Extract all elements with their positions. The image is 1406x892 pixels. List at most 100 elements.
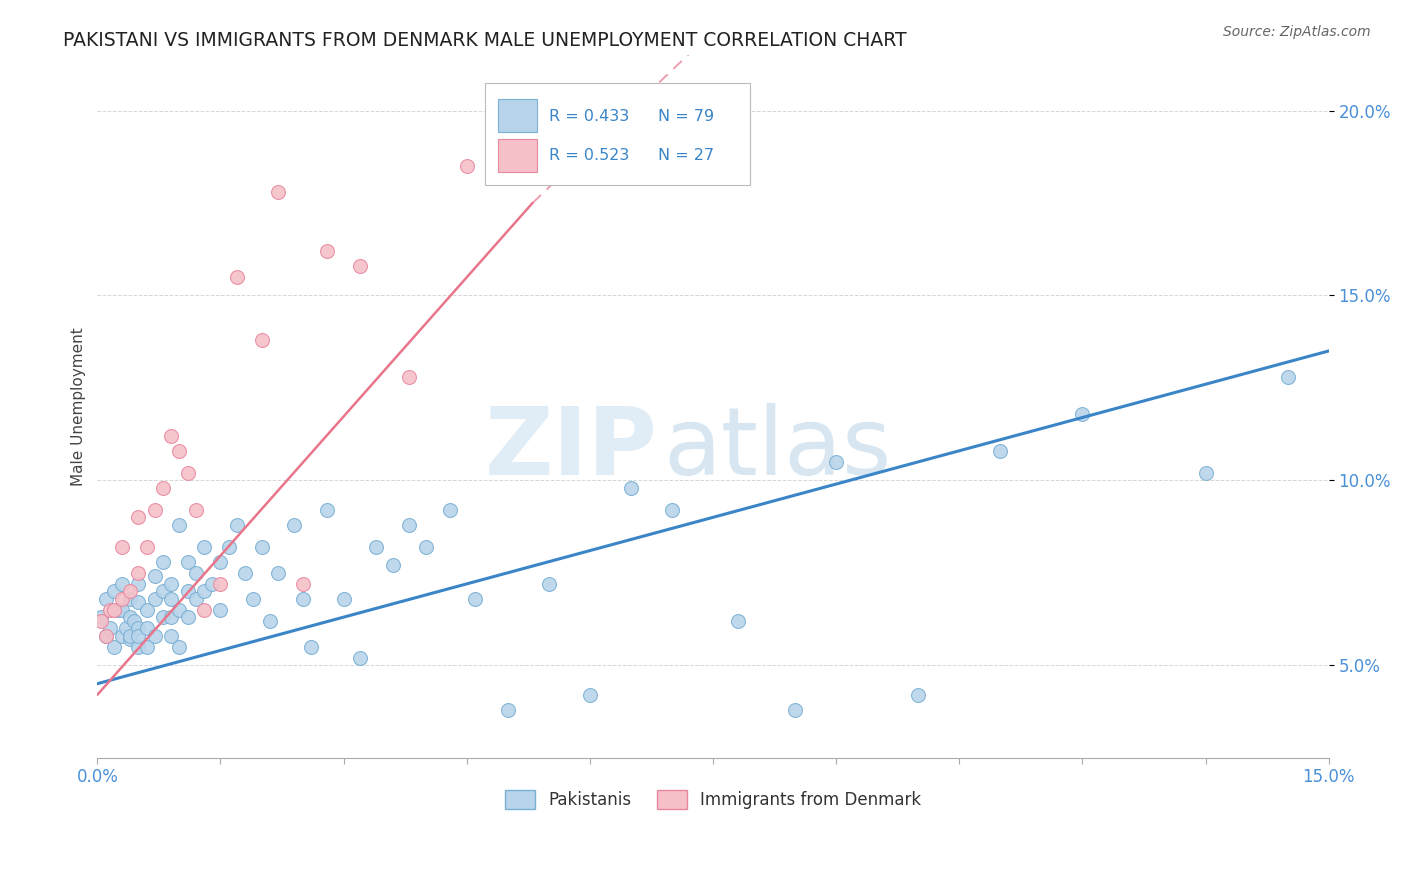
- Point: [135, 640, 157, 654]
- Point: [990, 443, 1012, 458]
- Point: [184, 566, 207, 580]
- Point: [115, 621, 138, 635]
- Point: [176, 610, 198, 624]
- Point: [201, 577, 224, 591]
- Point: [176, 555, 198, 569]
- Point: [111, 629, 134, 643]
- Point: [152, 555, 174, 569]
- Point: [111, 577, 134, 591]
- Point: [120, 584, 142, 599]
- Point: [579, 688, 602, 702]
- Point: [169, 517, 191, 532]
- Point: [250, 333, 273, 347]
- Point: [537, 577, 560, 591]
- Point: [218, 540, 240, 554]
- Point: [94, 629, 117, 643]
- Point: [98, 603, 121, 617]
- Point: [496, 702, 519, 716]
- Point: [124, 614, 146, 628]
- Point: [184, 591, 207, 606]
- Point: [152, 584, 174, 599]
- Legend: Pakistanis, Immigrants from Denmark: Pakistanis, Immigrants from Denmark: [499, 783, 928, 816]
- Point: [226, 517, 249, 532]
- Text: PAKISTANI VS IMMIGRANTS FROM DENMARK MALE UNEMPLOYMENT CORRELATION CHART: PAKISTANI VS IMMIGRANTS FROM DENMARK MAL…: [63, 31, 907, 50]
- Y-axis label: Male Unemployment: Male Unemployment: [72, 327, 86, 486]
- Point: [415, 540, 437, 554]
- Point: [1071, 407, 1094, 421]
- Point: [152, 481, 174, 495]
- FancyBboxPatch shape: [498, 99, 537, 132]
- Point: [143, 629, 166, 643]
- Point: [143, 569, 166, 583]
- Point: [349, 650, 371, 665]
- Point: [456, 159, 478, 173]
- Point: [111, 591, 134, 606]
- Point: [233, 566, 256, 580]
- Point: [135, 603, 157, 617]
- Point: [1277, 369, 1299, 384]
- Point: [299, 640, 322, 654]
- Point: [785, 702, 807, 716]
- Point: [291, 591, 314, 606]
- Point: [267, 566, 290, 580]
- Text: N = 27: N = 27: [658, 148, 714, 163]
- Point: [176, 584, 198, 599]
- Point: [135, 540, 157, 554]
- Point: [209, 603, 232, 617]
- Point: [160, 429, 183, 443]
- Point: [332, 591, 354, 606]
- Point: [316, 503, 339, 517]
- Point: [143, 503, 166, 517]
- Text: Source: ZipAtlas.com: Source: ZipAtlas.com: [1223, 25, 1371, 39]
- Point: [160, 610, 183, 624]
- Point: [439, 503, 461, 517]
- Point: [184, 503, 207, 517]
- Point: [250, 540, 273, 554]
- Point: [94, 629, 117, 643]
- Point: [366, 540, 388, 554]
- Point: [513, 122, 536, 136]
- Text: atlas: atlas: [664, 402, 891, 494]
- Point: [381, 558, 404, 573]
- Point: [176, 466, 198, 480]
- Point: [316, 244, 339, 259]
- Point: [160, 591, 183, 606]
- Point: [727, 614, 749, 628]
- Point: [103, 640, 125, 654]
- Point: [242, 591, 264, 606]
- Point: [143, 591, 166, 606]
- Point: [620, 481, 643, 495]
- Point: [209, 555, 232, 569]
- Point: [103, 584, 125, 599]
- Point: [127, 640, 149, 654]
- Point: [825, 455, 848, 469]
- Point: [193, 603, 215, 617]
- Point: [349, 259, 371, 273]
- Point: [120, 610, 142, 624]
- Point: [209, 577, 232, 591]
- Point: [135, 621, 157, 635]
- Point: [120, 632, 142, 647]
- Point: [1194, 466, 1216, 480]
- Point: [169, 603, 191, 617]
- Point: [111, 603, 134, 617]
- Point: [259, 614, 281, 628]
- Point: [111, 540, 134, 554]
- Point: [90, 610, 112, 624]
- Text: R = 0.523: R = 0.523: [550, 148, 630, 163]
- FancyBboxPatch shape: [498, 139, 537, 172]
- Point: [160, 577, 183, 591]
- Point: [127, 621, 149, 635]
- Point: [267, 185, 290, 199]
- Point: [907, 688, 929, 702]
- Point: [120, 629, 142, 643]
- Point: [107, 603, 129, 617]
- Point: [226, 270, 249, 285]
- Point: [98, 621, 121, 635]
- Point: [193, 540, 215, 554]
- Text: R = 0.433: R = 0.433: [550, 109, 630, 124]
- Point: [127, 510, 149, 524]
- Point: [127, 595, 149, 609]
- FancyBboxPatch shape: [485, 83, 749, 186]
- Point: [120, 591, 142, 606]
